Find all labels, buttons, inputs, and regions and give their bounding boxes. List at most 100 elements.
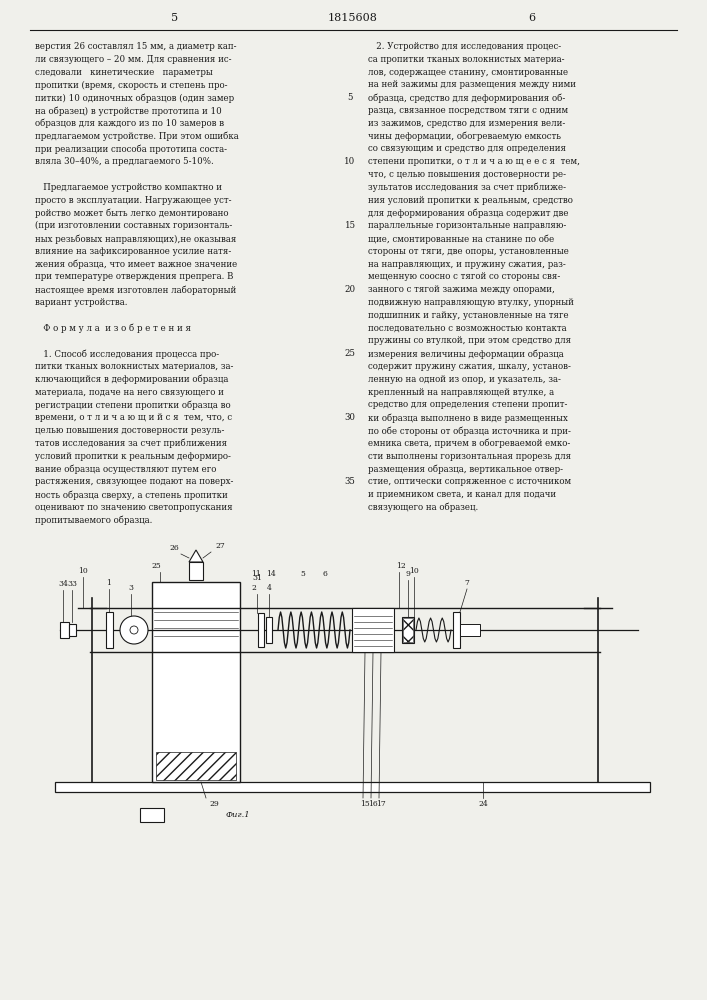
Circle shape	[120, 616, 148, 644]
Bar	[352, 608, 394, 652]
Text: 14: 14	[266, 570, 276, 578]
Text: измерения величины деформации образца: измерения величины деформации образца	[368, 349, 563, 359]
Text: емника света, причем в обогреваемой емко-: емника света, причем в обогреваемой емко…	[368, 439, 571, 448]
Text: 34: 34	[58, 580, 68, 588]
Text: мещенную соосно с тягой со стороны свя-: мещенную соосно с тягой со стороны свя-	[368, 272, 560, 281]
Text: влияние на зафиксированное усилие натя-: влияние на зафиксированное усилие натя-	[35, 247, 231, 256]
Text: на направляющих, и пружину сжатия, раз-: на направляющих, и пружину сжатия, раз-	[368, 260, 566, 269]
Text: 28: 28	[147, 811, 157, 819]
Text: 10: 10	[409, 567, 419, 575]
Text: са пропитки тканых волокнистых материа-: са пропитки тканых волокнистых материа-	[368, 55, 564, 64]
Text: регистрации степени пропитки образца во: регистрации степени пропитки образца во	[35, 400, 230, 410]
Text: вляла 30–40%, а предлагаемого 5-10%.: вляла 30–40%, а предлагаемого 5-10%.	[35, 157, 214, 166]
Text: 1. Способ исследования процесса про-: 1. Способ исследования процесса про-	[35, 349, 219, 359]
Text: жения образца, что имеет важное значение: жения образца, что имеет важное значение	[35, 260, 238, 269]
Text: 33: 33	[67, 580, 77, 588]
Text: ных резьбовых направляющих),не оказывая: ных резьбовых направляющих),не оказывая	[35, 234, 236, 243]
Text: вание образца осуществляют путем его: вание образца осуществляют путем его	[35, 464, 216, 474]
Bar	[266, 617, 272, 643]
Text: 5: 5	[171, 13, 179, 23]
Text: настоящее время изготовлен лабораторный: настоящее время изготовлен лабораторный	[35, 285, 236, 295]
Text: образца, средство для деформирования об-: образца, средство для деформирования об-	[368, 93, 566, 103]
Text: последовательно с возможностью контакта: последовательно с возможностью контакта	[368, 324, 566, 333]
Text: 12: 12	[396, 562, 406, 570]
Text: материала, подаче на него связующего и: материала, подаче на него связующего и	[35, 388, 224, 397]
Text: 3: 3	[129, 584, 134, 592]
Bar	[189, 562, 203, 580]
Text: Фиг.1: Фиг.1	[226, 811, 250, 819]
Text: 35: 35	[344, 477, 356, 486]
Bar	[140, 808, 164, 822]
Text: 15: 15	[344, 221, 356, 230]
Text: 11: 11	[251, 570, 261, 578]
Text: 30: 30	[344, 413, 356, 422]
Text: ния условий пропитки к реальным, средство: ния условий пропитки к реальным, средств…	[368, 196, 573, 205]
Text: содержит пружину сжатия, шкалу, установ-: содержит пружину сжатия, шкалу, установ-	[368, 362, 571, 371]
Text: 6: 6	[322, 570, 327, 578]
Text: на ней зажимы для размещения между ними: на ней зажимы для размещения между ними	[368, 80, 576, 89]
Text: 6: 6	[528, 13, 536, 23]
Text: 2: 2	[252, 584, 257, 592]
Text: 25: 25	[151, 562, 161, 570]
Text: ли связующего – 20 мм. Для сравнения ис-: ли связующего – 20 мм. Для сравнения ис-	[35, 55, 231, 64]
Text: 10: 10	[78, 567, 88, 575]
Text: 10: 10	[344, 157, 356, 166]
Text: пропитываемого образца.: пропитываемого образца.	[35, 516, 153, 525]
Text: оценивают по значению светопропускания: оценивают по значению светопропускания	[35, 503, 233, 512]
Text: питки тканых волокнистых материалов, за-: питки тканых волокнистых материалов, за-	[35, 362, 233, 371]
Text: вариант устройства.: вариант устройства.	[35, 298, 127, 307]
Text: времени, о т л и ч а ю щ и й с я  тем, что, с: времени, о т л и ч а ю щ и й с я тем, чт…	[35, 413, 232, 422]
Text: 2. Устройство для исследования процес-: 2. Устройство для исследования процес-	[368, 42, 561, 51]
Text: 1815608: 1815608	[328, 13, 378, 23]
Text: ки образца выполнено в виде размещенных: ки образца выполнено в виде размещенных	[368, 413, 568, 423]
Text: разца, связанное посредством тяги с одним: разца, связанное посредством тяги с одни…	[368, 106, 568, 115]
Text: верстия 26 составлял 15 мм, а диаметр кап-: верстия 26 составлял 15 мм, а диаметр ка…	[35, 42, 237, 51]
Text: из зажимов, средство для измерения вели-: из зажимов, средство для измерения вели-	[368, 119, 566, 128]
Text: пропитки (время, скорость и степень про-: пропитки (время, скорость и степень про-	[35, 80, 228, 90]
Text: 1: 1	[107, 579, 112, 587]
Text: по обе стороны от образца источника и при-: по обе стороны от образца источника и пр…	[368, 426, 571, 436]
Bar	[403, 618, 413, 642]
Text: условий пропитки к реальным деформиро-: условий пропитки к реальным деформиро-	[35, 452, 231, 461]
Text: степени пропитки, о т л и ч а ю щ е е с я  тем,: степени пропитки, о т л и ч а ю щ е е с …	[368, 157, 580, 166]
Text: сти выполнены горизонтальная прорезь для: сти выполнены горизонтальная прорезь для	[368, 452, 571, 461]
Text: татов исследования за счет приближения: татов исследования за счет приближения	[35, 439, 227, 448]
Text: ройство может быть легко демонтировано: ройство может быть легко демонтировано	[35, 208, 228, 218]
Text: стие, оптически сопряженное с источником: стие, оптически сопряженное с источником	[368, 477, 571, 486]
Text: крепленный на направляющей втулке, а: крепленный на направляющей втулке, а	[368, 388, 554, 397]
Text: 16: 16	[368, 800, 378, 808]
Bar	[460, 624, 480, 636]
Text: пружины со втулкой, при этом средство для: пружины со втулкой, при этом средство дл…	[368, 336, 571, 345]
Bar	[402, 617, 414, 643]
Text: при реализации способа прототипа соста-: при реализации способа прототипа соста-	[35, 144, 227, 154]
Text: 15: 15	[360, 800, 370, 808]
Text: 25: 25	[344, 349, 356, 358]
Text: на образец) в устройстве прототипа и 10: на образец) в устройстве прототипа и 10	[35, 106, 222, 115]
Bar	[60, 622, 69, 638]
Text: ключающийся в деформировании образца: ключающийся в деформировании образца	[35, 375, 228, 384]
Text: (при изготовлении составных горизонталь-: (при изготовлении составных горизонталь-	[35, 221, 233, 230]
Text: 20: 20	[344, 285, 356, 294]
Text: и приемником света, и канал для подачи: и приемником света, и канал для подачи	[368, 490, 556, 499]
Bar	[258, 613, 264, 647]
Text: 5: 5	[300, 570, 305, 578]
Text: при температуре отверждения препрега. В: при температуре отверждения препрега. В	[35, 272, 233, 281]
Text: следовали   кинетические   параметры: следовали кинетические параметры	[35, 68, 213, 77]
Bar	[156, 752, 236, 780]
Bar	[55, 782, 650, 792]
Text: для деформирования образца содержит две: для деформирования образца содержит две	[368, 208, 568, 218]
Text: зультатов исследования за счет приближе-: зультатов исследования за счет приближе-	[368, 183, 566, 192]
Text: ность образца сверху, а степень пропитки: ность образца сверху, а степень пропитки	[35, 490, 228, 499]
Text: растяжения, связующее подают на поверх-: растяжения, связующее подают на поверх-	[35, 477, 233, 486]
Text: 9: 9	[406, 570, 411, 578]
Text: размещения образца, вертикальное отвер-: размещения образца, вертикальное отвер-	[368, 464, 563, 474]
Text: 31: 31	[252, 574, 262, 582]
Text: что, с целью повышения достоверности ре-: что, с целью повышения достоверности ре-	[368, 170, 566, 179]
Text: чины деформации, обогреваемую емкость: чины деформации, обогреваемую емкость	[368, 132, 561, 141]
Text: ленную на одной из опор, и указатель, за-: ленную на одной из опор, и указатель, за…	[368, 375, 561, 384]
Text: подшипник и гайку, установленные на тяге: подшипник и гайку, установленные на тяге	[368, 311, 568, 320]
Text: щие, смонтированные на станине по обе: щие, смонтированные на станине по обе	[368, 234, 554, 243]
Bar	[106, 612, 113, 648]
Text: связующего на образец.: связующего на образец.	[368, 503, 478, 512]
Text: 26: 26	[169, 544, 179, 552]
